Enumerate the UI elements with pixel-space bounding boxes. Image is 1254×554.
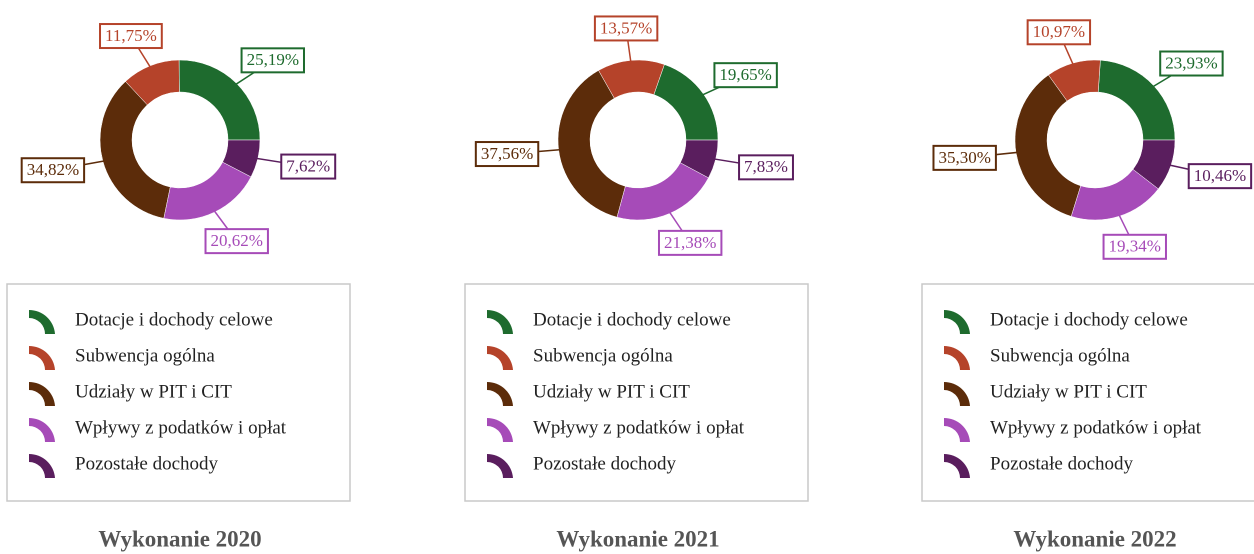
label-text: 13,57% [600, 18, 652, 37]
label-text: 10,97% [1033, 22, 1085, 41]
value-label: 13,57% [593, 15, 659, 42]
value-label: 7,62% [280, 153, 337, 180]
legend-label: Wpływy z podatków i opłat [533, 417, 745, 438]
legend-icon [29, 417, 55, 442]
value-label: 19,65% [713, 62, 778, 89]
legend-icon [944, 345, 970, 370]
legend-icon [29, 381, 55, 406]
slice [1014, 74, 1082, 217]
legend-label: Pozostałe dochody [990, 453, 1134, 474]
value-label: 20,62% [204, 228, 269, 255]
legend-icon [487, 417, 513, 442]
value-label: 35,30% [932, 144, 997, 171]
label-text: 37,56% [481, 144, 533, 163]
label-box [1026, 19, 1092, 46]
value-label: 34,82% [20, 157, 86, 184]
label-text: 7,62% [286, 156, 330, 175]
label-box [204, 228, 269, 255]
slice [222, 139, 261, 178]
slice [99, 81, 171, 219]
legend-icon [487, 345, 513, 370]
legend-label: Subwencja ogólna [533, 345, 673, 366]
value-label: 10,97% [1026, 19, 1092, 46]
label-text: 25,19% [247, 50, 299, 69]
legend-label: Subwencja ogólna [75, 345, 215, 366]
legend-label: Udziały w PIT i CIT [533, 381, 690, 402]
label-box [1159, 50, 1224, 77]
legend-icon [29, 309, 55, 334]
legend-label: Subwencja ogólna [990, 345, 1130, 366]
legend-box [6, 283, 351, 502]
legend-icon [944, 381, 970, 406]
legend-icon [487, 453, 513, 478]
label-box [1102, 233, 1167, 260]
legend-icon [487, 381, 513, 406]
label-box [20, 157, 86, 184]
slice [163, 161, 252, 221]
label-text: 7,83% [744, 157, 788, 176]
legend-label: Dotacje i dochody celowe [990, 309, 1188, 330]
label-text: 34,82% [27, 160, 79, 179]
legend-label: Pozostałe dochody [75, 453, 219, 474]
label-text: 19,65% [719, 65, 771, 84]
label-box [280, 153, 337, 180]
legend-icon [487, 309, 513, 334]
label-box [713, 62, 778, 89]
value-label: 21,38% [657, 229, 723, 256]
legend-label: Wpływy z podatków i opłat [990, 417, 1202, 438]
value-label: 25,19% [240, 47, 305, 74]
label-box [240, 47, 305, 74]
label-text: 10,46% [1194, 166, 1246, 185]
legend-icon [29, 453, 55, 478]
slice [653, 64, 719, 141]
legend-box [921, 283, 1254, 502]
slice [557, 70, 626, 218]
label-text: 35,30% [938, 148, 990, 167]
legend-icon [944, 417, 970, 442]
legend-label: Wpływy z podatków i opłat [75, 417, 287, 438]
label-box [932, 144, 997, 171]
legend-icon [29, 345, 55, 370]
label-text: 20,62% [211, 231, 263, 250]
label-text: 19,34% [1109, 237, 1161, 256]
label-box [657, 229, 723, 256]
value-label: 37,56% [474, 141, 540, 168]
value-label: 11,75% [99, 23, 163, 50]
label-box [474, 141, 540, 168]
slice [679, 139, 719, 179]
chart-title: Wykonanie 2020 [98, 526, 261, 551]
legend-label: Pozostałe dochody [533, 453, 677, 474]
label-box [1187, 163, 1253, 190]
label-text: 23,93% [1165, 53, 1217, 72]
legend-label: Udziały w PIT i CIT [990, 381, 1147, 402]
value-label: 19,34% [1102, 233, 1167, 260]
legend-label: Dotacje i dochody celowe [533, 309, 731, 330]
label-box [738, 154, 794, 181]
chart-title: Wykonanie 2021 [556, 526, 719, 551]
legend-icon [944, 453, 970, 478]
chart-title: Wykonanie 2022 [1013, 526, 1176, 551]
slice [1132, 139, 1176, 190]
legend-label: Dotacje i dochody celowe [75, 309, 273, 330]
legend-box [464, 283, 809, 502]
label-box [99, 23, 163, 50]
label-box [593, 15, 659, 42]
value-label: 7,83% [738, 154, 794, 181]
legend-icon [944, 309, 970, 334]
label-text: 11,75% [105, 26, 157, 45]
label-text: 21,38% [664, 233, 716, 252]
value-label: 10,46% [1187, 163, 1253, 190]
legend-label: Udziały w PIT i CIT [75, 381, 232, 402]
slice [616, 162, 709, 221]
value-label: 23,93% [1159, 50, 1224, 77]
